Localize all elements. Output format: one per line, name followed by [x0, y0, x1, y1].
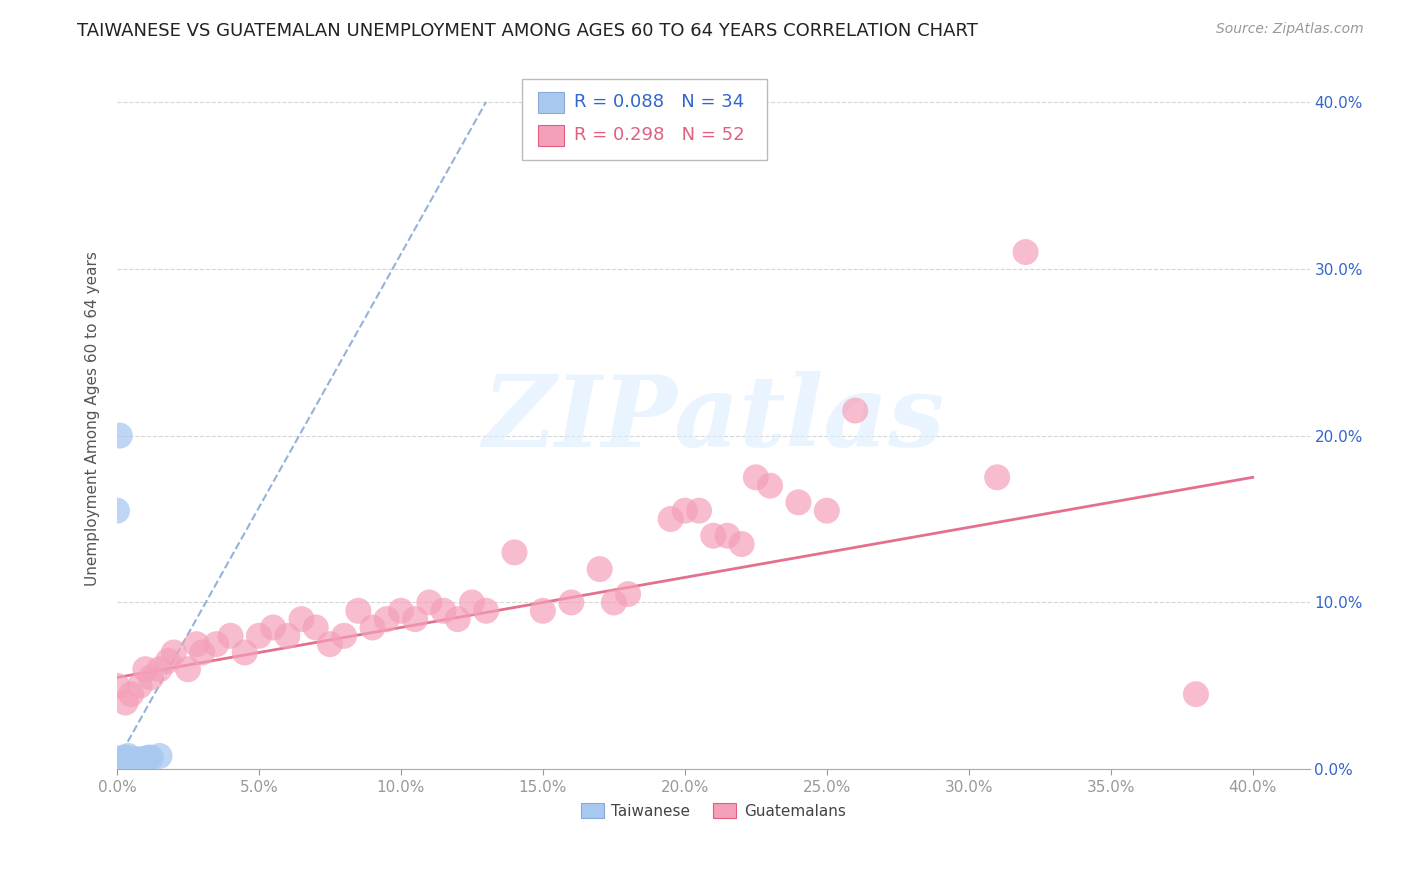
Point: [503, 545, 526, 559]
Point: [131, 752, 153, 766]
Point: [290, 612, 312, 626]
Point: [134, 662, 156, 676]
Point: [163, 646, 186, 660]
Point: [1185, 687, 1208, 701]
Point: [111, 756, 134, 770]
Text: R = 0.088   N = 34: R = 0.088 N = 34: [574, 93, 744, 112]
Point: [589, 562, 612, 576]
Point: [117, 748, 139, 763]
Point: [111, 752, 134, 766]
Point: [111, 757, 134, 772]
Point: [986, 470, 1008, 484]
Point: [262, 620, 284, 634]
Point: [191, 646, 214, 660]
Point: [111, 754, 134, 768]
Point: [205, 637, 228, 651]
Point: [108, 756, 131, 770]
Point: [148, 662, 170, 676]
Point: [117, 754, 139, 768]
Point: [120, 687, 142, 701]
Point: [475, 604, 498, 618]
Point: [117, 756, 139, 770]
Point: [105, 504, 128, 518]
Point: [247, 629, 270, 643]
Point: [730, 537, 752, 551]
Point: [128, 679, 150, 693]
Point: [432, 604, 454, 618]
Point: [114, 756, 136, 770]
Point: [560, 595, 582, 609]
Point: [139, 671, 162, 685]
Y-axis label: Unemployment Among Ages 60 to 64 years: Unemployment Among Ages 60 to 64 years: [86, 252, 100, 586]
Point: [659, 512, 682, 526]
FancyBboxPatch shape: [523, 79, 766, 160]
Point: [108, 757, 131, 772]
Point: [108, 428, 131, 442]
Point: [120, 752, 142, 766]
Point: [128, 752, 150, 766]
Point: [319, 637, 342, 651]
Point: [702, 529, 724, 543]
Text: R = 0.298   N = 52: R = 0.298 N = 52: [574, 126, 744, 145]
Point: [114, 752, 136, 766]
Point: [844, 403, 866, 417]
Point: [276, 629, 298, 643]
Point: [759, 478, 782, 492]
Text: ZIPatlas: ZIPatlas: [482, 371, 945, 467]
Point: [1014, 245, 1036, 260]
Point: [531, 604, 554, 618]
Point: [105, 759, 128, 773]
Point: [139, 750, 162, 764]
Point: [333, 629, 356, 643]
Point: [117, 752, 139, 766]
Point: [716, 529, 738, 543]
Point: [125, 754, 148, 768]
Point: [233, 646, 256, 660]
Point: [305, 620, 328, 634]
Point: [617, 587, 640, 601]
Point: [114, 750, 136, 764]
Point: [787, 495, 810, 509]
Point: [361, 620, 384, 634]
Point: [117, 757, 139, 772]
Point: [389, 604, 412, 618]
Point: [375, 612, 398, 626]
Point: [120, 754, 142, 768]
Point: [114, 757, 136, 772]
Point: [745, 470, 768, 484]
Point: [157, 654, 180, 668]
Point: [186, 637, 208, 651]
Point: [418, 595, 440, 609]
Text: TAIWANESE VS GUATEMALAN UNEMPLOYMENT AMONG AGES 60 TO 64 YEARS CORRELATION CHART: TAIWANESE VS GUATEMALAN UNEMPLOYMENT AMO…: [77, 22, 979, 40]
Legend: Taiwanese, Guatemalans: Taiwanese, Guatemalans: [575, 797, 852, 825]
Point: [114, 696, 136, 710]
Point: [122, 752, 145, 766]
Point: [347, 604, 370, 618]
Point: [105, 679, 128, 693]
Point: [120, 756, 142, 770]
Point: [148, 748, 170, 763]
Point: [673, 504, 696, 518]
Point: [177, 662, 200, 676]
Point: [815, 504, 838, 518]
Point: [105, 757, 128, 772]
Text: Source: ZipAtlas.com: Source: ZipAtlas.com: [1216, 22, 1364, 37]
Point: [603, 595, 626, 609]
Point: [447, 612, 470, 626]
FancyBboxPatch shape: [538, 92, 564, 112]
Point: [105, 762, 128, 776]
FancyBboxPatch shape: [538, 125, 564, 145]
Point: [111, 750, 134, 764]
Point: [114, 754, 136, 768]
Point: [404, 612, 426, 626]
Point: [122, 754, 145, 768]
Point: [688, 504, 710, 518]
Point: [134, 752, 156, 766]
Point: [136, 750, 159, 764]
Point: [219, 629, 242, 643]
Point: [461, 595, 484, 609]
